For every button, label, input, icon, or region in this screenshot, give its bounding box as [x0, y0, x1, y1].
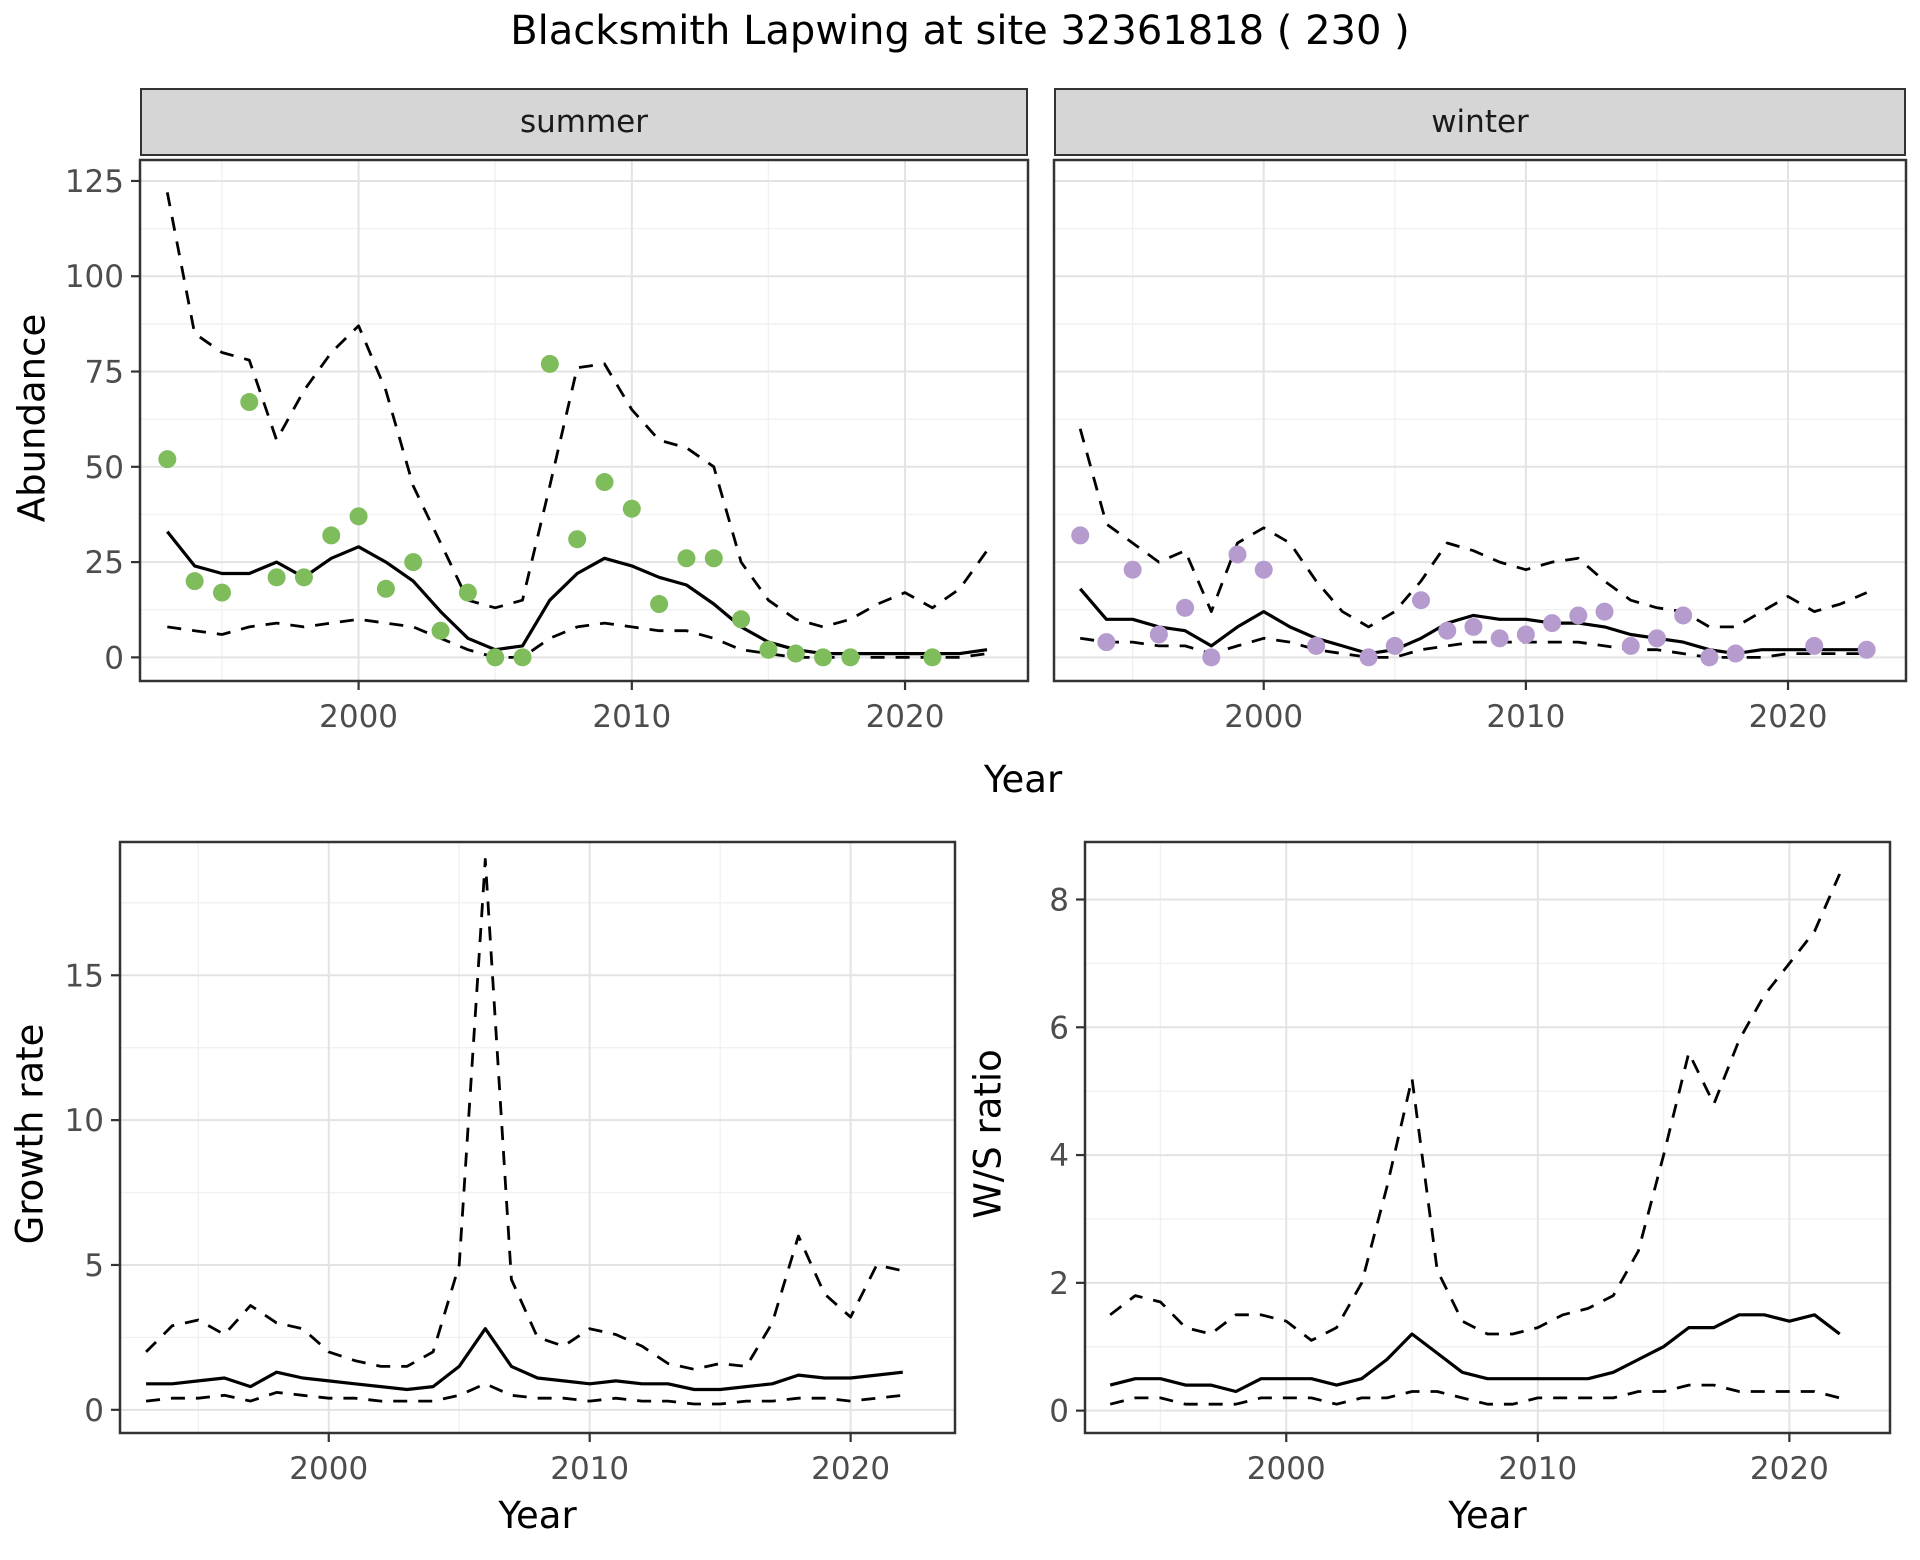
svg-text:0: 0	[1049, 1394, 1069, 1430]
y-axis-title-abundance: Abundance	[10, 313, 54, 523]
svg-text:100: 100	[65, 259, 124, 295]
svg-text:2020: 2020	[866, 699, 945, 735]
facet-strip-summer: summer	[140, 88, 1028, 156]
svg-text:2020: 2020	[811, 1451, 890, 1487]
svg-text:2000: 2000	[319, 699, 398, 735]
abundance-winter-panel: 2000 2010 2020	[1052, 158, 1908, 735]
svg-text:0: 0	[84, 1393, 104, 1429]
svg-text:8: 8	[1049, 883, 1069, 919]
svg-text:2000: 2000	[289, 1451, 368, 1487]
svg-text:50: 50	[85, 450, 124, 486]
svg-text:2010: 2010	[550, 1451, 629, 1487]
x-axis-title-ws-ratio: Year	[1448, 1494, 1527, 1537]
growth-rate-panel: 2000 2010 2020 0 5 10 15	[65, 840, 957, 1487]
svg-text:10: 10	[65, 1103, 104, 1139]
abundance-summer-panel: 2000 2010 2020 0 25 50 75 100 125	[65, 158, 1030, 735]
svg-text:2010: 2010	[1498, 1451, 1577, 1487]
svg-text:25: 25	[85, 545, 124, 581]
svg-text:4: 4	[1049, 1138, 1069, 1174]
svg-text:2010: 2010	[1486, 699, 1565, 735]
svg-text:75: 75	[85, 355, 124, 391]
svg-text:2000: 2000	[1224, 699, 1303, 735]
x-axis-title-abundance: Year	[983, 758, 1063, 801]
svg-text:0: 0	[104, 640, 124, 676]
ws-ratio-panel: 2000 2010 2020 0 2 4 6 8	[1049, 840, 1892, 1487]
plot-title: Blacksmith Lapwing at site 32361818 ( 23…	[510, 8, 1410, 54]
facet-strip-winter: winter	[1054, 88, 1906, 156]
svg-text:2: 2	[1049, 1266, 1069, 1302]
svg-text:2020: 2020	[1750, 1451, 1829, 1487]
svg-text:6: 6	[1049, 1010, 1069, 1046]
svg-text:15: 15	[65, 958, 104, 994]
svg-text:125: 125	[65, 164, 124, 200]
svg-text:2020: 2020	[1749, 699, 1828, 735]
svg-text:5: 5	[84, 1248, 104, 1284]
svg-text:2010: 2010	[592, 699, 671, 735]
svg-text:2000: 2000	[1247, 1451, 1326, 1487]
x-axis-title-growth-rate: Year	[498, 1494, 577, 1537]
